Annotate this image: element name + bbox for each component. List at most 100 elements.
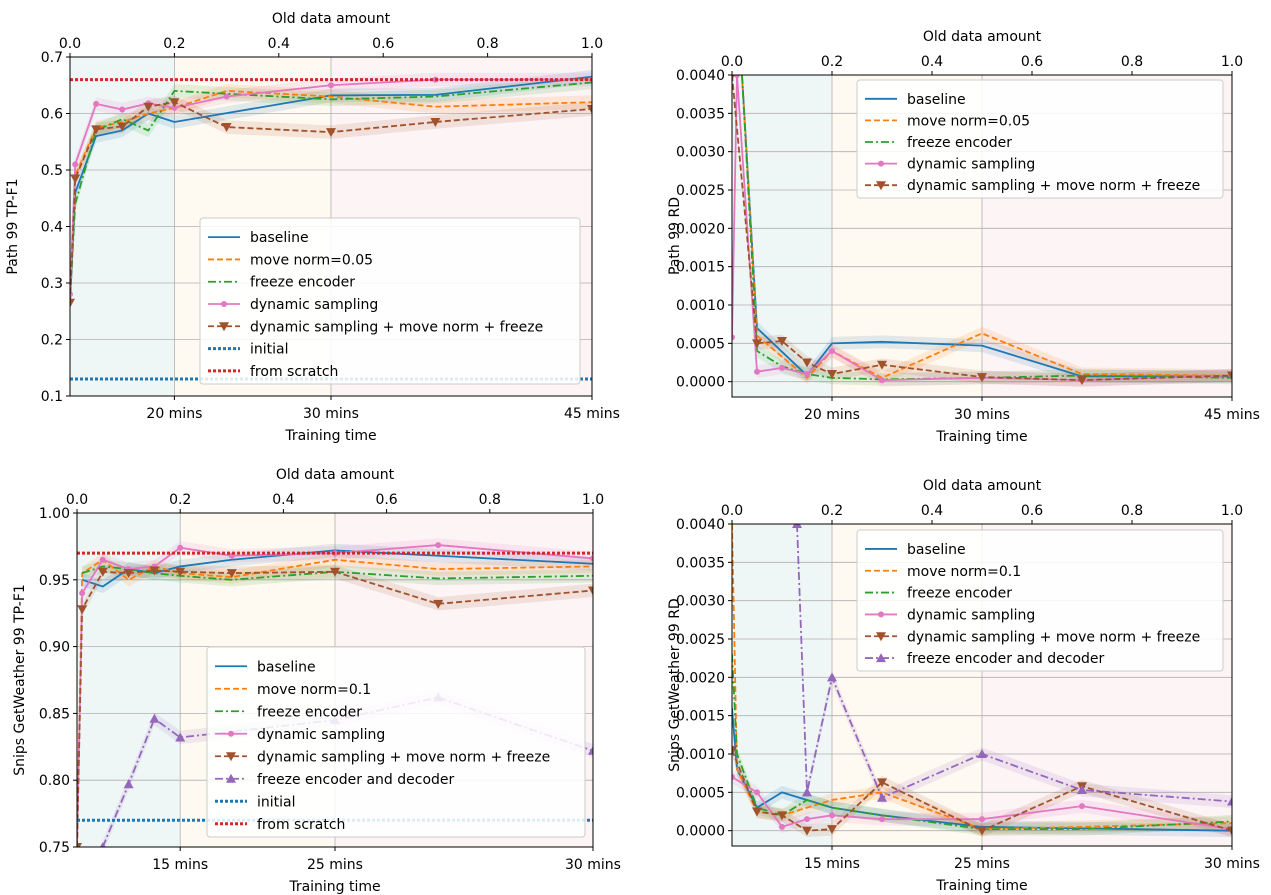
data-point bbox=[732, 334, 735, 341]
y-tick-label: 0.0040 bbox=[676, 68, 725, 84]
data-point bbox=[79, 590, 86, 597]
series-line bbox=[77, 569, 593, 847]
x-tick-label: 20 mins bbox=[146, 406, 202, 422]
data-point bbox=[792, 524, 802, 528]
data-point bbox=[77, 605, 88, 615]
legend-label: dynamic sampling bbox=[257, 727, 385, 743]
legend-label: dynamic sampling bbox=[907, 607, 1035, 623]
top-x-tick-label: 0.6 bbox=[1021, 503, 1043, 519]
data-point bbox=[732, 746, 737, 756]
x-tick-label: 45 mins bbox=[564, 406, 620, 422]
data-point bbox=[829, 348, 835, 354]
series-line bbox=[70, 81, 592, 300]
data-point bbox=[97, 567, 108, 577]
legend-label: dynamic sampling + move norm + freeze bbox=[907, 178, 1200, 194]
x-tick-label: 45 mins bbox=[1204, 407, 1260, 423]
data-point bbox=[732, 75, 735, 80]
top-x-tick-label: 1.0 bbox=[1221, 54, 1243, 70]
legend-label: from scratch bbox=[257, 817, 345, 833]
data-point bbox=[879, 816, 885, 823]
top-x-tick-label: 0.8 bbox=[1121, 54, 1143, 70]
top-x-tick-label: 0.4 bbox=[268, 36, 290, 52]
y-tick-label: 0.0000 bbox=[676, 824, 725, 840]
series-line bbox=[741, 75, 1232, 378]
legend-label: baseline bbox=[907, 92, 966, 108]
data-point bbox=[1077, 785, 1087, 795]
y-tick-label: 0.0025 bbox=[676, 632, 725, 648]
top-x-tick-label: 0.6 bbox=[372, 36, 394, 52]
series-band bbox=[77, 563, 593, 847]
y-axis-label: Path 99 TP-F1 bbox=[5, 178, 21, 274]
legend-label: baseline bbox=[257, 659, 316, 675]
data-point bbox=[143, 102, 154, 112]
y-tick-label: 1.00 bbox=[39, 506, 70, 522]
data-point bbox=[430, 117, 441, 127]
data-point bbox=[804, 371, 810, 377]
data-point bbox=[879, 377, 885, 384]
legend-label: from scratch bbox=[250, 364, 338, 380]
x-tick-label: 30 mins bbox=[1204, 856, 1260, 872]
y-tick-label: 0.7 bbox=[41, 50, 63, 66]
data-point bbox=[587, 104, 592, 114]
x-tick-label: 25 mins bbox=[954, 856, 1010, 872]
data-point bbox=[223, 93, 230, 100]
legend-label: move norm=0.1 bbox=[257, 682, 371, 698]
legend-marker bbox=[219, 322, 229, 332]
top-x-axis-label: Old data amount bbox=[276, 467, 395, 483]
data-point bbox=[777, 811, 787, 821]
series-line bbox=[732, 75, 1232, 382]
data-point bbox=[877, 778, 887, 788]
legend-marker bbox=[878, 611, 884, 618]
series-line bbox=[732, 654, 1232, 831]
series-line bbox=[77, 544, 593, 847]
top-x-tick-label: 0.0 bbox=[721, 54, 743, 70]
data-point bbox=[70, 174, 81, 184]
data-point bbox=[117, 122, 128, 132]
x-tick-label: 30 mins bbox=[954, 407, 1010, 423]
data-point bbox=[754, 789, 760, 796]
chart-panel-2: 0.00000.00050.00100.00150.00200.00250.00… bbox=[667, 29, 1260, 445]
x-axis-label: Training time bbox=[284, 428, 376, 444]
legend-label: move norm=0.1 bbox=[907, 564, 1021, 580]
data-point bbox=[1227, 796, 1232, 806]
y-tick-label: 0.0015 bbox=[676, 709, 725, 725]
top-x-axis-label: Old data amount bbox=[923, 478, 1042, 494]
data-point bbox=[77, 843, 82, 847]
legend-label: dynamic sampling + move norm + freeze bbox=[257, 749, 550, 765]
data-point bbox=[100, 842, 106, 847]
top-x-tick-label: 0.4 bbox=[921, 54, 943, 70]
series-band bbox=[732, 701, 1232, 838]
series-line bbox=[77, 558, 593, 847]
top-x-tick-label: 0.6 bbox=[1021, 54, 1043, 70]
data-point bbox=[169, 98, 180, 108]
data-point bbox=[433, 599, 444, 609]
y-tick-label: 0.5 bbox=[41, 163, 63, 179]
y-tick-label: 0.0035 bbox=[676, 555, 725, 571]
data-point bbox=[1227, 826, 1232, 836]
data-point bbox=[1079, 803, 1085, 810]
data-point bbox=[326, 128, 336, 138]
y-tick-label: 0.2 bbox=[41, 333, 63, 349]
y-tick-label: 0.0010 bbox=[676, 298, 725, 314]
data-point bbox=[827, 672, 837, 682]
series-band bbox=[732, 770, 1232, 836]
y-tick-label: 0.0000 bbox=[676, 375, 725, 391]
data-point bbox=[1077, 376, 1087, 386]
data-point bbox=[827, 825, 837, 835]
legend-label: baseline bbox=[250, 230, 309, 246]
y-axis-label: Path 99 RD bbox=[667, 197, 683, 275]
top-x-tick-label: 0.2 bbox=[821, 54, 843, 70]
top-x-tick-label: 0.8 bbox=[1121, 503, 1143, 519]
data-point bbox=[732, 774, 735, 780]
y-tick-label: 0.0030 bbox=[676, 145, 725, 161]
y-tick-label: 0.0010 bbox=[676, 747, 725, 763]
legend-label: initial bbox=[257, 794, 296, 810]
data-point bbox=[177, 544, 184, 551]
top-x-tick-label: 1.0 bbox=[1221, 503, 1243, 519]
top-x-tick-label: 0.4 bbox=[921, 503, 943, 519]
data-point bbox=[977, 826, 987, 836]
legend-label: freeze encoder bbox=[907, 135, 1012, 151]
y-tick-label: 0.75 bbox=[39, 840, 70, 856]
data-point bbox=[804, 816, 810, 823]
